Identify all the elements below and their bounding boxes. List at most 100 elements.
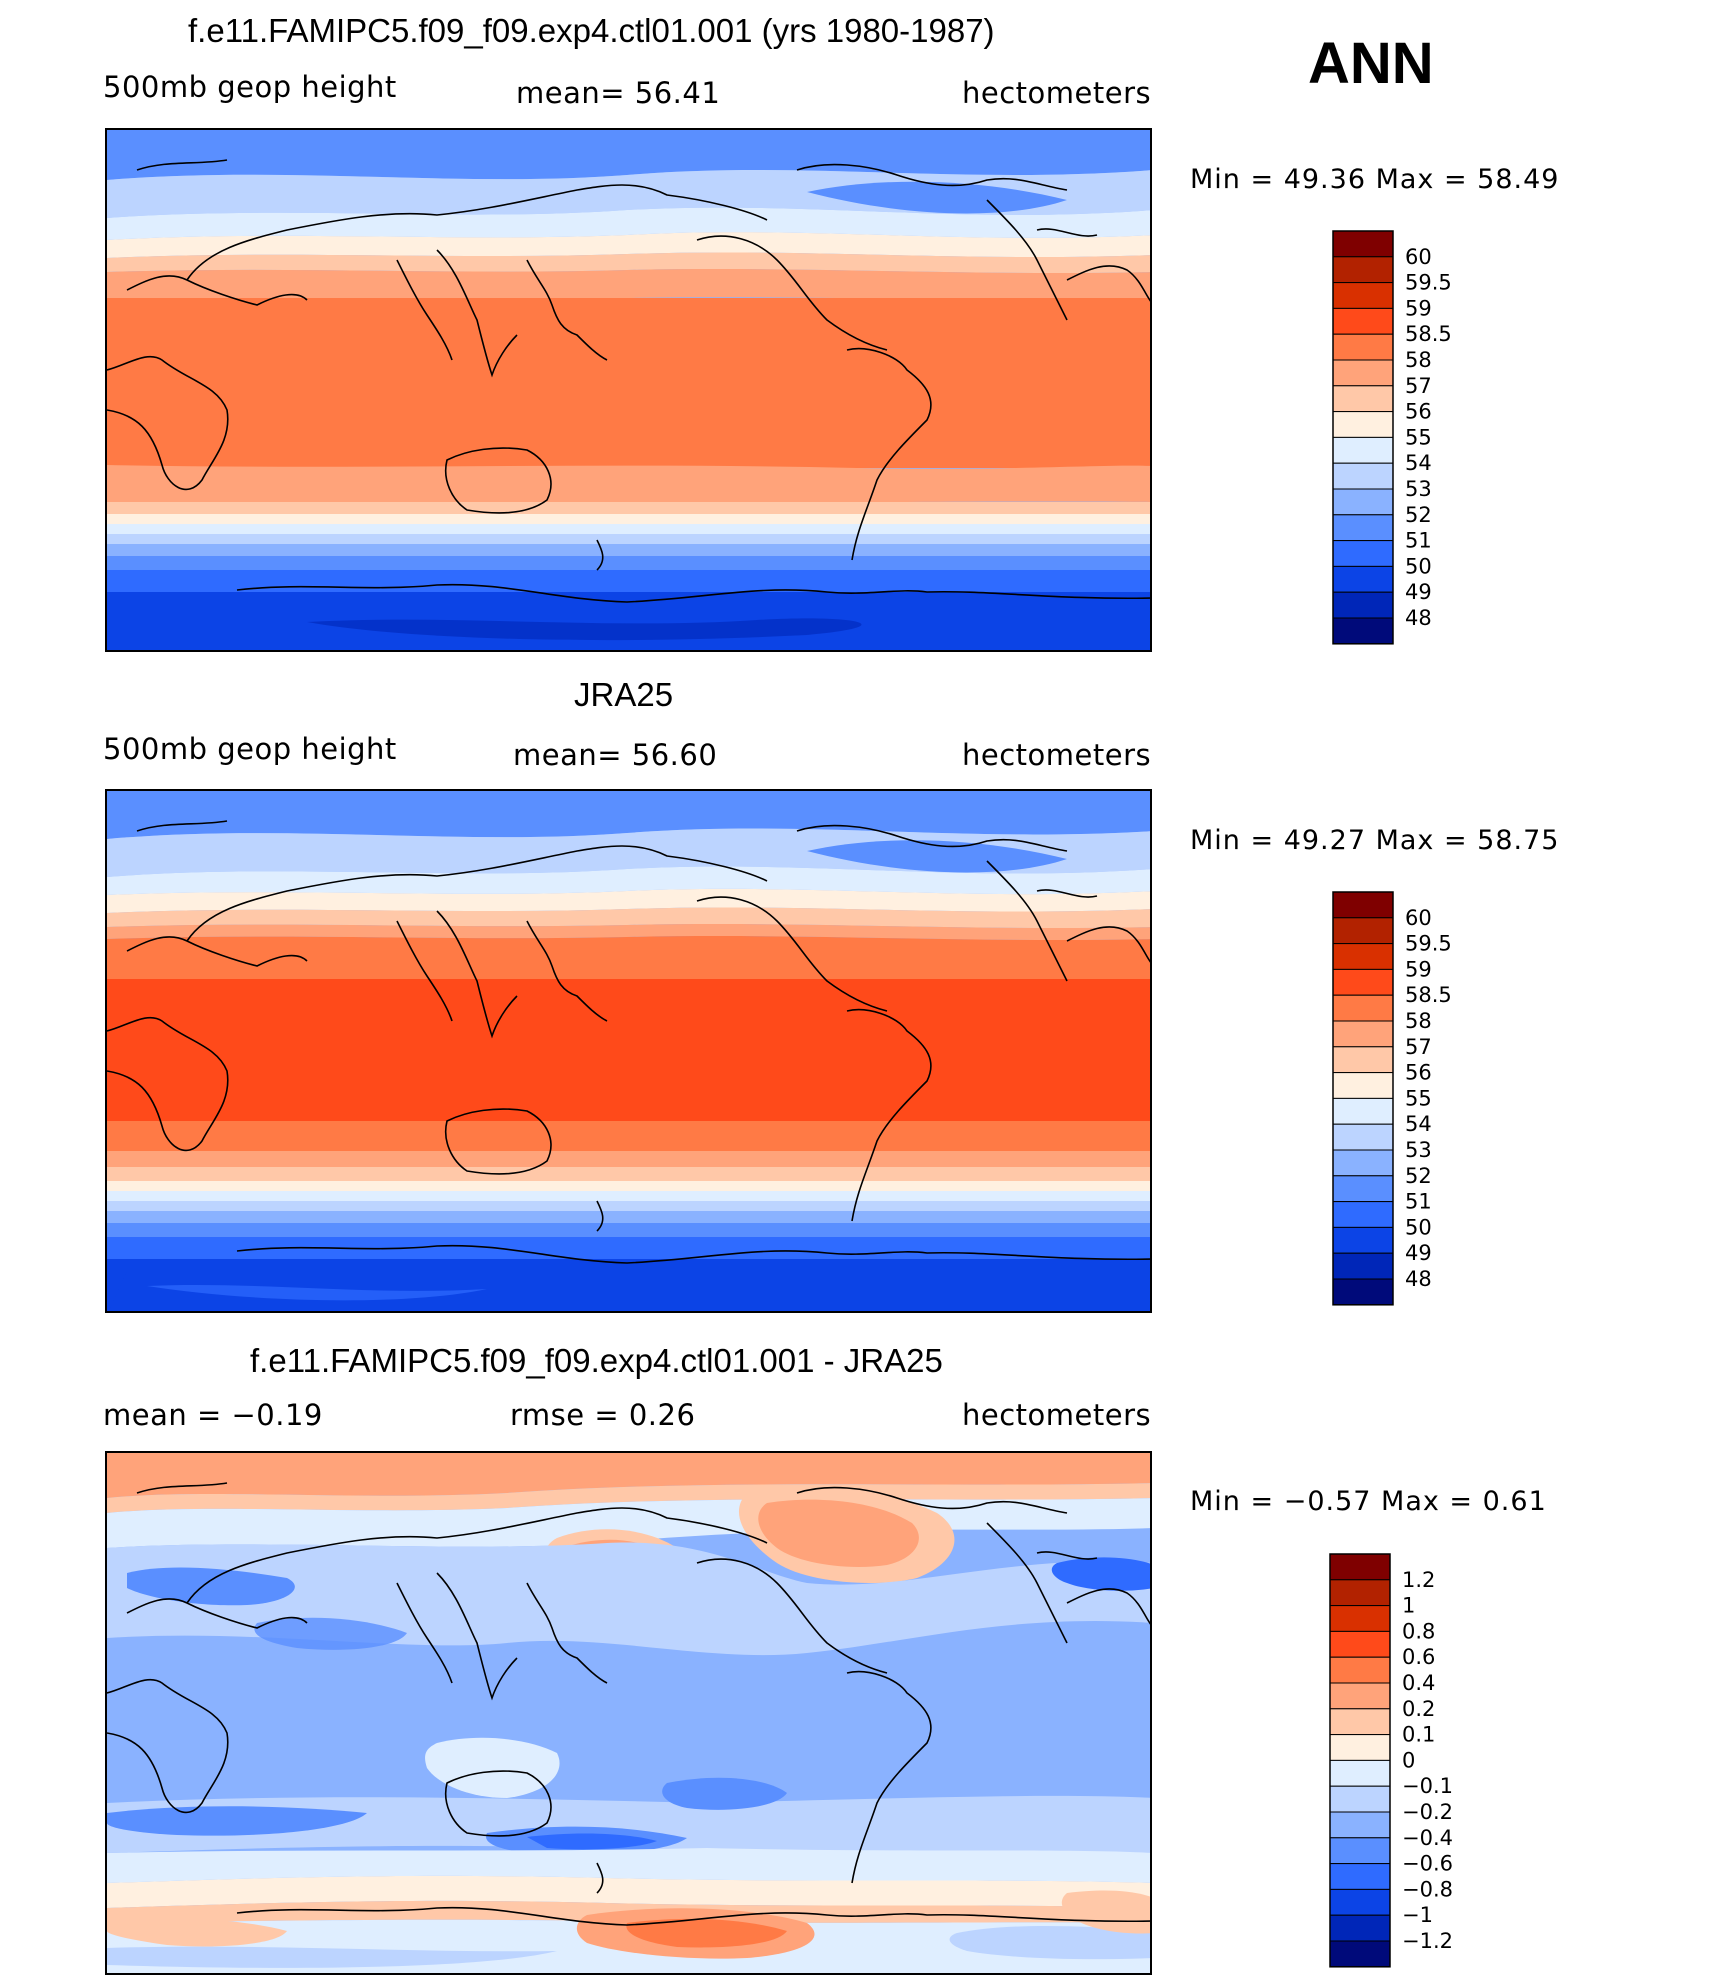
panel-3-colorbar-tick-label: −0.2	[1402, 1800, 1453, 1824]
panel-2-colorbar-tick-label: 59.5	[1405, 932, 1452, 956]
panel-3-colorbar-tick-label: 0.1	[1402, 1723, 1435, 1747]
panel-1-colorbar-swatch	[1332, 617, 1394, 645]
panel-2-colorbar-tick-label: 57	[1405, 1035, 1432, 1059]
panel-1-colorbar-swatch	[1332, 307, 1394, 335]
panel-1-colorbar-swatch	[1332, 282, 1394, 309]
panel-3-colorbar-tick-label: 1.2	[1402, 1568, 1435, 1592]
panel-1-colorbar-tick-label: 51	[1405, 529, 1432, 553]
panel-1-minmax: Min = 49.36 Max = 58.49	[1190, 164, 1560, 195]
panel-3-colorbar-swatch	[1329, 1734, 1391, 1761]
panel-2-colorbar-tick-label: 49	[1405, 1241, 1432, 1265]
panel-1-colorbar-swatch	[1332, 540, 1394, 567]
panel-2-colorbar-swatch	[1332, 891, 1394, 919]
panel-2-colorbar-swatch	[1332, 917, 1394, 945]
panel-1-colorbar-swatch	[1332, 436, 1394, 464]
panel-3-colorbar-frame	[1329, 1553, 1391, 1968]
panel-3-colorbar-tick-label: −1.2	[1402, 1929, 1453, 1953]
panel-2-colorbar-tick-label: 59	[1405, 957, 1432, 981]
panel-2-colorbar-swatch	[1332, 1097, 1394, 1125]
panel-3-contour-field	[107, 1453, 1150, 1973]
panel-3-colorbar-tick-label: 0.8	[1402, 1619, 1435, 1643]
panel-1-colorbar-tick-label: 52	[1405, 503, 1432, 527]
panel-3-colorbar-swatch	[1329, 1759, 1391, 1787]
panel-2-colorbar-tick-label: 56	[1405, 1061, 1432, 1085]
panel-1-map	[105, 128, 1152, 652]
panel-1-colorbar-swatch	[1332, 488, 1394, 516]
panel-1-colorbar-tick-label: 58.5	[1405, 322, 1452, 346]
panel-3-colorbar-swatch	[1329, 1579, 1391, 1607]
panel-3-colorbar-swatch	[1329, 1553, 1391, 1581]
panel-3-colorbar-swatch	[1329, 1630, 1391, 1658]
panel-2-colorbar-frame	[1332, 891, 1394, 1306]
panel-1-colorbar-swatch	[1332, 462, 1394, 490]
panel-2-mean-label: mean= 56.60	[513, 738, 718, 772]
panel-2-colorbar-tick-label: 60	[1405, 906, 1432, 930]
panel-2-colorbar: 60 59.5 59 58.5 58 57 56 55 54 53 52 51 50 49 48	[1331, 890, 1511, 1306]
panel-1-colorbar-tick-label: 54	[1405, 451, 1432, 475]
panel-3-colorbar-tick-label: 0.6	[1402, 1645, 1435, 1669]
panel-2-colorbar-swatch	[1332, 1072, 1394, 1099]
panel-2-colorbar-swatch	[1332, 1278, 1394, 1306]
panel-3-colorbar-swatch	[1329, 1605, 1391, 1632]
panel-3-rmse-label: rmse = 0.26	[510, 1398, 696, 1432]
panel-3-colorbar-swatch	[1329, 1811, 1391, 1839]
panel-3-colorbar-tick-label: −0.8	[1402, 1877, 1453, 1901]
panel-3-colorbar-tick-label: −0.1	[1402, 1774, 1453, 1798]
panel-3-units-label: hectometers	[962, 1398, 1152, 1432]
panel-1-colorbar-swatch	[1332, 359, 1394, 387]
panel-2-colorbar-swatch	[1332, 1149, 1394, 1177]
panel-3-colorbar-tick-label: 0	[1402, 1748, 1415, 1772]
panel-2-colorbar-swatch	[1332, 1020, 1394, 1048]
panel-1-colorbar-swatch	[1332, 591, 1394, 619]
panel-2-variable-label: 500mb geop height	[103, 732, 397, 766]
panel-2-colorbar-tick-label: 53	[1405, 1138, 1432, 1162]
panel-3-colorbar-swatch	[1329, 1682, 1391, 1710]
panel-1-colorbar-swatch	[1332, 514, 1394, 542]
panel-3-minmax: Min = −0.57 Max = 0.61	[1190, 1486, 1547, 1517]
panel-1-colorbar-frame	[1332, 230, 1394, 645]
panel-3-title: f.e11.FAMIPC5.f09_f09.exp4.ctl01.001 - J…	[250, 1342, 943, 1379]
panel-1-colorbar-swatch	[1332, 333, 1394, 361]
panel-3-colorbar-swatch	[1329, 1837, 1391, 1865]
panel-1-colorbar-tick-label: 49	[1405, 580, 1432, 604]
panel-3-colorbar-tick-label: 0.2	[1402, 1697, 1435, 1721]
panel-3-colorbar-swatch	[1329, 1656, 1391, 1684]
panel-2-units-label: hectometers	[962, 738, 1152, 772]
panel-2-colorbar-swatch	[1332, 1252, 1394, 1280]
panel-2-title: JRA25	[574, 676, 674, 713]
panel-3-colorbar-swatch	[1329, 1785, 1391, 1813]
panel-2-colorbar-tick-label: 51	[1405, 1190, 1432, 1214]
panel-2-colorbar-tick-label: 50	[1405, 1215, 1432, 1239]
panel-3-colorbar-svg: 1.210.80.60.40.20.10−0.1−0.2−0.4−0.6−0.8…	[1329, 1553, 1453, 1968]
season-label: ANN	[1308, 31, 1434, 96]
panel-2-colorbar-swatch	[1332, 1226, 1394, 1254]
panel-1-colorbar-tick-label: 58	[1405, 348, 1432, 372]
panel-3-colorbar: 1.2 1 0.8 0.6 0.4 0.2 0.1 0 −0.1 −0.2 −0.4 −0.6 −0.8…	[1328, 1552, 1508, 1968]
panel-1-title: f.e11.FAMIPC5.f09_f09.exp4.ctl01.001 (yr…	[188, 12, 995, 49]
panel-1-units-label: hectometers	[962, 76, 1152, 110]
panel-1-colorbar-swatch	[1332, 385, 1394, 413]
panel-1-coastlines	[107, 159, 1150, 603]
panel-1-colorbar-tick-label: 59	[1405, 296, 1432, 320]
panel-2-colorbar-swatch	[1332, 1123, 1394, 1151]
panel-2-colorbar-swatch	[1332, 968, 1394, 996]
panel-2-coastlines	[107, 820, 1150, 1264]
panel-2-colorbar-swatch	[1332, 1046, 1394, 1074]
panel-1-colorbar-tick-label: 57	[1405, 374, 1432, 398]
panel-2-colorbar-tick-label: 58	[1405, 1009, 1432, 1033]
panel-2-map	[105, 789, 1152, 1313]
panel-3-colorbar-tick-label: −0.6	[1402, 1852, 1453, 1876]
panel-1-colorbar-tick-label: 50	[1405, 554, 1432, 578]
panel-3-colorbar-swatch	[1329, 1708, 1391, 1736]
panel-2-colorbar-tick-label: 58.5	[1405, 983, 1452, 1007]
panel-1-colorbar-tick-label: 59.5	[1405, 271, 1452, 295]
panel-2-colorbar-swatch	[1332, 1175, 1394, 1203]
panel-3-colorbar-swatch	[1329, 1888, 1391, 1916]
panel-3-coastlines	[107, 1482, 1150, 1926]
panel-2-colorbar-swatch	[1332, 943, 1394, 970]
panel-3-map	[105, 1451, 1152, 1975]
panel-3-colorbar-tick-label: 1	[1402, 1594, 1415, 1618]
panel-1-colorbar-tick-label: 60	[1405, 245, 1432, 269]
